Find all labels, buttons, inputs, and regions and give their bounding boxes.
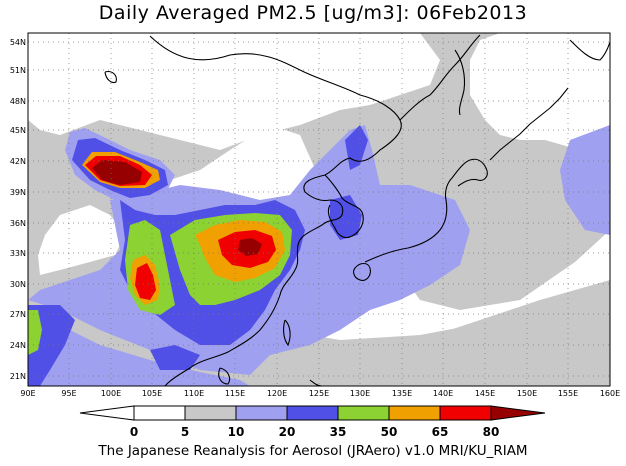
lat-label: 51N (10, 66, 26, 75)
contour-level-80-central (238, 238, 262, 256)
colorbar-label: 10 (228, 425, 245, 439)
lat-label: 54N (10, 38, 26, 47)
colorbar-swatch (439, 405, 492, 421)
lat-label: 36N (10, 219, 26, 228)
coastline-kyushu (353, 262, 371, 281)
footer-credit: The Japanese Reanalysis for Aerosol (JRA… (98, 443, 528, 459)
latitude-labels: 21N 24N 27N 30N 33N 36N 39N 42N 45N 48N … (10, 38, 26, 381)
coastline-east-asia (149, 35, 402, 386)
colorbar-arrow-high (490, 405, 546, 421)
lon-label: 95E (61, 389, 76, 398)
lon-label: 155E (558, 389, 578, 398)
lon-label: 130E (350, 389, 370, 398)
coastline-kuril (489, 87, 569, 161)
graticule (28, 33, 610, 386)
lat-label: 39N (10, 188, 26, 197)
colorbar-swatch (337, 405, 390, 421)
colorbar-swatch (184, 405, 237, 421)
colorbar-arrow-low (79, 405, 135, 421)
coastline-taiwan (283, 319, 291, 347)
clean-region-northwest (28, 33, 440, 150)
clean-region-tibet (38, 205, 125, 275)
colorbar-swatch (286, 405, 339, 421)
colorbar-labels: 0 5 10 20 35 50 65 80 (130, 425, 500, 439)
contour-level-80-mongolia (92, 160, 142, 185)
colorbar-label: 50 (381, 425, 398, 439)
lon-label: 135E (392, 389, 412, 398)
lon-label: 100E (101, 389, 121, 398)
lon-label: 145E (475, 389, 495, 398)
lat-label: 42N (10, 157, 26, 166)
lon-label: 110E (184, 389, 204, 398)
lon-label: 140E (433, 389, 453, 398)
lat-label: 27N (10, 310, 26, 319)
lat-label: 30N (10, 280, 26, 289)
lon-label: 160E (600, 389, 620, 398)
coastline-honshu (364, 177, 453, 263)
contour-level-20-south (150, 345, 200, 370)
contour-level-10-south (28, 320, 250, 386)
colorbar-label: 20 (279, 425, 296, 439)
colorbar-label: 35 (330, 425, 347, 439)
map-frame (27, 32, 611, 387)
contour-level-35-southwest (28, 310, 42, 355)
lon-label: 150E (517, 389, 537, 398)
clean-region-ocean (470, 33, 610, 150)
coastline-hainan (218, 367, 231, 385)
longitude-labels: 90E 95E 100E 105E 110E 115E 120E 125E 13… (20, 389, 620, 398)
colorbar-label: 65 (432, 425, 449, 439)
lat-label: 21N (10, 372, 26, 381)
coastline-sakhalin (454, 49, 466, 116)
coastline-russia (399, 34, 481, 121)
coastline-hokkaido (451, 158, 488, 187)
lat-label: 24N (10, 341, 26, 350)
colorbar-swatch (133, 405, 186, 421)
coastline-korea (324, 174, 364, 239)
concentration-field (28, 33, 610, 386)
lon-label: 105E (142, 389, 162, 398)
lon-label: 90E (20, 389, 35, 398)
contour-level-20-korea (330, 195, 362, 240)
lon-label: 115E (225, 389, 245, 398)
colorbar-label: 5 (181, 425, 189, 439)
lat-label: 45N (10, 126, 26, 135)
coastline-lake-baikal (104, 71, 117, 84)
lat-label: 48N (10, 97, 26, 106)
lon-label: 120E (267, 389, 287, 398)
contour-level-65-sichuan (135, 263, 156, 300)
colorbar-label: 0 (130, 425, 138, 439)
colorbar (79, 405, 546, 421)
colorbar-swatch (388, 405, 441, 421)
contour-level-10-pacific (560, 125, 610, 235)
coastlines (104, 34, 610, 386)
colorbar-label: 80 (483, 425, 500, 439)
lat-label: 33N (10, 249, 26, 258)
coastline-kamchatka (569, 39, 610, 61)
lon-label: 125E (309, 389, 329, 398)
map-title: Daily Averaged PM2.5 [ug/m3]: 06Feb2013 (98, 2, 528, 24)
colorbar-swatch (235, 405, 288, 421)
